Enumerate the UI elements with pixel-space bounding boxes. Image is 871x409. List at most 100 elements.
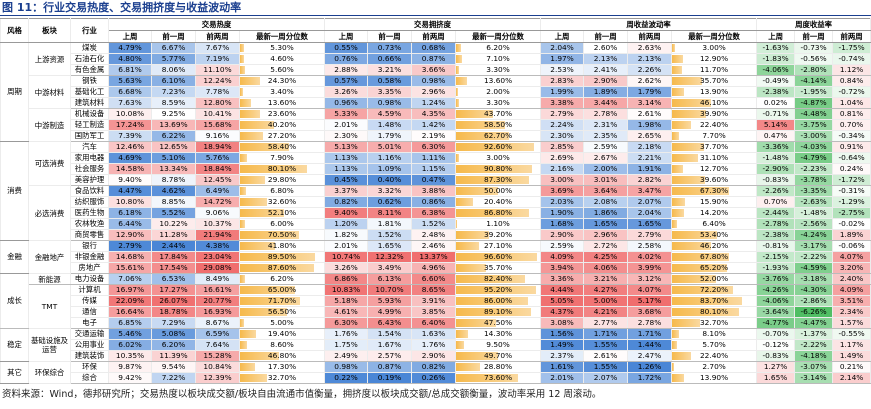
percentile-bar [240, 198, 268, 206]
heat-cell: 22.09% [108, 295, 152, 307]
industry-cell: 通信 [70, 306, 109, 318]
heat-cell: 4.96% [411, 262, 457, 274]
heat-cell: 5.17% [627, 295, 673, 307]
heat-cell: 1.81% [367, 218, 413, 230]
percentile-value: 58.50% [483, 120, 513, 130]
heat-cell: 1.65% [367, 240, 413, 252]
return-cell: -4.77% [756, 317, 796, 329]
industry-cell: 石油石化 [70, 53, 109, 65]
return-cell: -2.56% [794, 218, 834, 230]
heat-cell: 3.99% [627, 262, 673, 274]
heat-cell: 3.37% [324, 185, 369, 197]
percentile-bar [240, 187, 246, 195]
table-row: 农林牧渔 6.44% 10.22% 10.37% 6.00% 1.20% 1.81% 1.52… [1, 218, 871, 230]
heat-cell: 3.08% [540, 317, 585, 329]
percentile-cell: 47.50% [455, 317, 542, 329]
percentile-cell: 96.60% [455, 251, 542, 263]
percentile-cell: 32.70% [238, 372, 326, 384]
percentile-cell: 49.70% [455, 350, 542, 362]
table-row: 通信 16.64% 18.78% 16.93% 56.50% 4.61% 4.99% 3.85… [1, 306, 871, 318]
heat-cell: 2.01% [324, 119, 369, 131]
heat-cell: 2.13% [627, 53, 673, 65]
percentile-value: 7.90% [270, 153, 294, 163]
percentile-value: 12.90% [699, 54, 729, 64]
percentile-cell: 6.20% [455, 42, 542, 54]
return-cell: -0.83% [756, 174, 796, 186]
heat-cell: 9.40% [108, 174, 152, 186]
heat-cell: 4.47% [108, 185, 152, 197]
heat-cell: 9.25% [151, 108, 196, 120]
heat-cell: 7.06% [108, 273, 152, 285]
percentile-bar [672, 187, 729, 195]
style-cell: 金融 [0, 240, 29, 274]
heat-cell: 1.55% [583, 361, 629, 373]
percentile-cell: 13.60% [455, 75, 542, 87]
heat-cell: 1.54% [367, 328, 413, 340]
heat-cell: 2.41% [583, 64, 629, 76]
heat-cell: 1.13% [324, 152, 369, 164]
percentile-cell: 90.80% [455, 163, 542, 175]
style-cell: 成长 [0, 273, 29, 329]
percentile-bar [240, 374, 268, 382]
percentile-value: 39.90% [699, 109, 729, 119]
industry-cell: 美容护理 [70, 174, 109, 186]
percentile-value: 67.80% [699, 252, 729, 262]
percentile-bar [672, 275, 716, 283]
percentile-cell: 3.30% [455, 97, 542, 109]
heat-cell: 2.77% [583, 317, 629, 329]
percentile-bar [456, 187, 499, 195]
percentile-cell: 62.70% [455, 130, 542, 142]
heat-cell: 2.35% [583, 130, 629, 142]
return-cell: 0.02% [756, 97, 796, 109]
heat-cell: 7.67% [195, 42, 240, 54]
return-cell: -3.36% [756, 141, 796, 153]
percentile-value: 46.20% [699, 241, 729, 251]
heat-cell: 10.08% [108, 108, 152, 120]
heat-cell: 5.76% [195, 152, 240, 164]
heat-cell: 8.11% [367, 207, 413, 219]
return-cell: 1.04% [832, 97, 871, 109]
percentile-bar [456, 275, 526, 283]
return-cell: 3.20% [832, 262, 871, 274]
table-row: 周期 上游资源 煤炭 4.79% 6.67% 7.67% 5.30% 0.55% 0.73% 0.… [0, 42, 871, 142]
heat-cell: 1.75% [324, 339, 369, 351]
style-cell: 其它 [0, 361, 29, 384]
heat-cell: 4.59% [367, 108, 413, 120]
heat-cell: 2.01% [540, 372, 585, 384]
heat-cell: 1.72% [627, 372, 673, 384]
heat-cell: 2.07% [627, 196, 673, 208]
percentile-value: 14.20% [699, 208, 729, 218]
percentile-cell: 40.20% [238, 119, 326, 131]
column-header: 前一周 [151, 30, 196, 43]
percentile-cell: 70.50% [238, 229, 326, 241]
percentile-cell: 12.90% [671, 53, 758, 65]
industry-cell: 基础化工 [70, 86, 109, 98]
percentile-cell: 3.30% [455, 64, 542, 76]
heat-cell: 0.58% [367, 75, 413, 87]
heat-cell: 3.32% [367, 185, 413, 197]
heat-cell: 3.91% [411, 295, 457, 307]
heat-cell: 9.06% [195, 207, 240, 219]
heat-cell: 17.54% [151, 262, 196, 274]
heat-cell: 23.04% [195, 251, 240, 263]
percentile-value: 65.20% [699, 263, 729, 273]
heat-cell: 9.54% [151, 361, 196, 373]
percentile-value: 39.20% [483, 230, 513, 240]
heat-cell: 4.61% [324, 306, 369, 318]
heat-cell: 7.22% [151, 372, 196, 384]
percentile-cell: 46.80% [238, 350, 326, 362]
return-cell: -1.29% [832, 196, 871, 208]
percentile-cell: 9.50% [455, 339, 542, 351]
percentile-value: 13.60% [483, 76, 513, 86]
heat-cell: 2.47% [627, 350, 673, 362]
heat-cell: 10.35% [108, 350, 152, 362]
percentile-cell: 46.10% [671, 97, 758, 109]
heat-cell: 8.49% [195, 273, 240, 285]
percentile-cell: 72.20% [671, 284, 758, 296]
heat-cell: 4.21% [583, 306, 629, 318]
return-cell: -1.48% [794, 207, 834, 219]
heat-cell: 1.98% [627, 119, 673, 131]
industry-cell: 医药生物 [70, 207, 109, 219]
column-header: 板块 [28, 18, 71, 43]
heat-cell: 2.79% [108, 240, 152, 252]
